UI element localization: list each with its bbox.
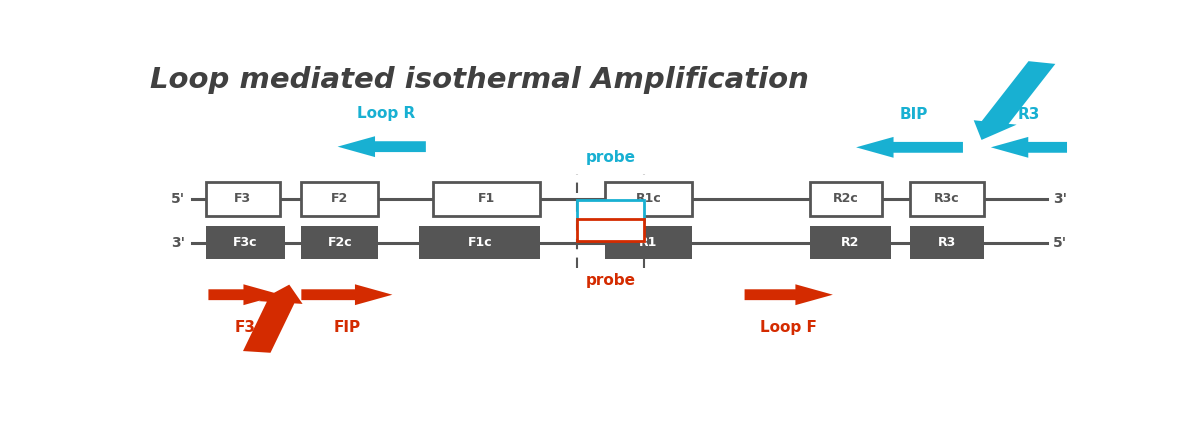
Text: 5': 5' xyxy=(1053,236,1067,250)
Text: F3: F3 xyxy=(234,320,255,335)
Text: BIP: BIP xyxy=(900,107,928,122)
Bar xyxy=(206,226,284,260)
Text: F3c: F3c xyxy=(233,236,258,249)
Bar xyxy=(206,182,279,215)
Text: F1c: F1c xyxy=(468,236,492,249)
Bar xyxy=(910,182,984,215)
Polygon shape xyxy=(338,136,426,157)
Polygon shape xyxy=(243,284,302,353)
Text: F3: F3 xyxy=(234,192,252,205)
Bar xyxy=(605,226,692,260)
Text: R3: R3 xyxy=(938,236,957,249)
Text: F2: F2 xyxy=(331,192,349,205)
Polygon shape xyxy=(856,137,963,158)
Bar xyxy=(301,226,379,260)
Bar xyxy=(910,226,984,260)
Text: 5': 5' xyxy=(171,192,185,206)
Text: FIP: FIP xyxy=(333,320,361,335)
Bar xyxy=(301,182,379,215)
Bar xyxy=(420,226,540,260)
Polygon shape xyxy=(990,137,1067,158)
Text: R2: R2 xyxy=(842,236,860,249)
Bar xyxy=(578,201,644,222)
Polygon shape xyxy=(745,284,833,305)
Bar xyxy=(605,182,692,215)
Text: Loop mediated isothermal Amplification: Loop mediated isothermal Amplification xyxy=(150,66,809,94)
Text: probe: probe xyxy=(586,273,635,288)
Bar xyxy=(809,226,891,260)
Text: Loop F: Loop F xyxy=(760,320,818,335)
Text: R2c: R2c xyxy=(833,192,858,205)
Text: 3': 3' xyxy=(171,236,185,250)
Text: R1c: R1c xyxy=(635,192,662,205)
Text: probe: probe xyxy=(586,150,635,165)
Bar xyxy=(433,182,540,215)
Polygon shape xyxy=(301,284,392,305)
Text: R3c: R3c xyxy=(934,192,960,205)
Bar xyxy=(578,219,644,241)
Text: 3': 3' xyxy=(1053,192,1067,206)
Bar xyxy=(809,182,882,215)
Text: F2c: F2c xyxy=(327,236,353,249)
Text: Loop R: Loop R xyxy=(357,107,416,121)
Polygon shape xyxy=(974,61,1055,140)
Text: F1: F1 xyxy=(478,192,495,205)
Polygon shape xyxy=(209,284,281,305)
Text: R3: R3 xyxy=(1018,107,1040,122)
Text: R1: R1 xyxy=(639,236,657,249)
